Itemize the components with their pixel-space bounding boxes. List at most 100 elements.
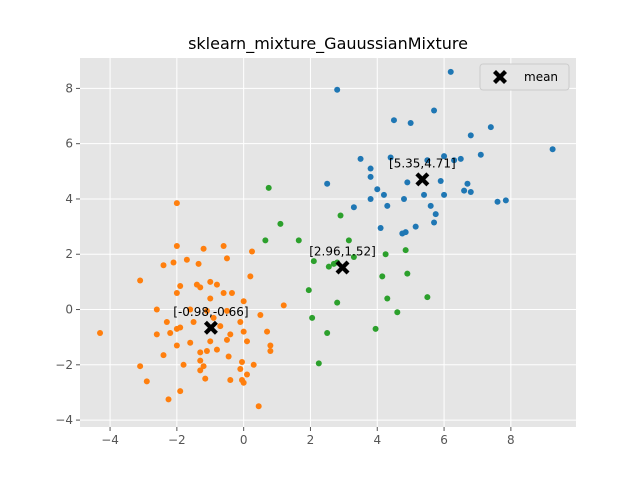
point-cluster-1 <box>264 328 271 335</box>
point-cluster-0 <box>494 198 501 205</box>
point-cluster-2 <box>277 220 284 227</box>
point-cluster-1 <box>257 312 264 319</box>
x-tick-label: −2 <box>168 433 186 447</box>
y-tick-label: 4 <box>65 192 73 206</box>
point-cluster-2 <box>345 237 352 244</box>
point-cluster-0 <box>324 180 331 187</box>
point-cluster-0 <box>357 155 364 162</box>
point-cluster-0 <box>427 202 434 209</box>
point-cluster-2 <box>382 251 389 258</box>
point-cluster-1 <box>180 361 187 368</box>
point-cluster-0 <box>549 146 556 153</box>
point-cluster-1 <box>137 277 144 284</box>
point-cluster-0 <box>441 153 448 160</box>
mean-marker <box>415 172 430 187</box>
mean-marker <box>203 320 218 335</box>
point-cluster-0 <box>502 197 509 204</box>
point-cluster-1 <box>267 347 274 354</box>
point-cluster-2 <box>325 263 332 270</box>
mean-annotations: [5.35,4.71] [2.96,1.52] [-0.98,-0.66] <box>173 156 455 318</box>
point-cluster-0 <box>451 157 458 164</box>
point-cluster-2 <box>265 184 272 191</box>
x-tick-label: 4 <box>373 433 381 447</box>
y-tick-label: 6 <box>65 137 73 151</box>
point-cluster-1 <box>165 396 172 403</box>
point-cluster-0 <box>461 187 468 194</box>
point-cluster-1 <box>237 365 244 372</box>
point-cluster-1 <box>237 318 244 325</box>
point-cluster-1 <box>177 388 184 395</box>
point-cluster-1 <box>202 375 209 382</box>
point-cluster-0 <box>384 202 391 209</box>
legend-label-mean: mean <box>524 70 558 84</box>
point-cluster-0 <box>447 68 454 75</box>
mean-markers <box>203 172 430 335</box>
point-cluster-1 <box>244 338 251 345</box>
point-cluster-2 <box>372 325 379 332</box>
legend: mean <box>479 63 570 91</box>
chart-title: sklearn_mixture_GauussianMixture <box>188 34 468 54</box>
point-cluster-0 <box>421 191 428 198</box>
point-cluster-1 <box>210 314 217 321</box>
point-cluster-0 <box>487 124 494 131</box>
point-cluster-0 <box>400 195 407 202</box>
point-cluster-1 <box>183 256 190 263</box>
point-cluster-1 <box>213 281 220 288</box>
scatter-points <box>97 68 556 410</box>
point-cluster-1 <box>207 278 214 285</box>
point-cluster-0 <box>467 189 474 196</box>
point-cluster-0 <box>407 119 414 126</box>
point-cluster-0 <box>441 191 448 198</box>
point-cluster-2 <box>315 360 322 367</box>
point-cluster-0 <box>432 211 439 218</box>
point-cluster-1 <box>177 324 184 331</box>
point-cluster-0 <box>424 157 431 164</box>
point-cluster-0 <box>431 107 438 114</box>
point-cluster-1 <box>244 371 251 378</box>
point-cluster-2 <box>350 254 357 261</box>
mean-marker <box>335 260 350 275</box>
x-tick-label: 6 <box>440 433 448 447</box>
point-cluster-1 <box>223 307 230 314</box>
point-cluster-1 <box>197 284 204 291</box>
point-cluster-1 <box>187 306 194 313</box>
point-cluster-1 <box>137 363 144 370</box>
point-cluster-1 <box>207 295 214 302</box>
point-cluster-1 <box>143 378 150 385</box>
point-cluster-1 <box>238 359 245 366</box>
point-cluster-1 <box>200 363 207 370</box>
point-cluster-1 <box>197 357 204 364</box>
point-cluster-1 <box>220 289 227 296</box>
legend-mean-marker <box>493 70 507 84</box>
y-tick-label: 8 <box>65 81 73 95</box>
plot-background <box>80 58 576 427</box>
point-cluster-0 <box>412 223 419 230</box>
point-cluster-1 <box>217 323 224 330</box>
point-cluster-0 <box>390 117 397 124</box>
point-cluster-1 <box>240 379 247 386</box>
point-cluster-0 <box>380 191 387 198</box>
point-cluster-0 <box>367 173 374 180</box>
point-cluster-1 <box>203 347 210 354</box>
point-cluster-0 <box>377 224 384 231</box>
y-tick-label: 2 <box>65 247 73 261</box>
x-tick-label: 0 <box>240 433 248 447</box>
point-cluster-1 <box>207 338 214 345</box>
point-cluster-1 <box>187 339 194 346</box>
point-cluster-0 <box>477 151 484 158</box>
point-cluster-2 <box>394 309 401 316</box>
x-tick-label: 8 <box>507 433 515 447</box>
x-tick-label: −4 <box>101 433 119 447</box>
point-cluster-1 <box>280 302 287 309</box>
point-cluster-0 <box>387 154 394 161</box>
mean-label: [-0.98,-0.66] <box>173 305 248 319</box>
point-cluster-2 <box>334 299 341 306</box>
point-cluster-1 <box>195 260 202 267</box>
point-cluster-0 <box>399 230 406 237</box>
x-tick-label: 2 <box>307 433 315 447</box>
point-cluster-1 <box>173 342 180 349</box>
point-cluster-2 <box>384 295 391 302</box>
point-cluster-0 <box>464 180 471 187</box>
point-cluster-1 <box>225 353 232 360</box>
